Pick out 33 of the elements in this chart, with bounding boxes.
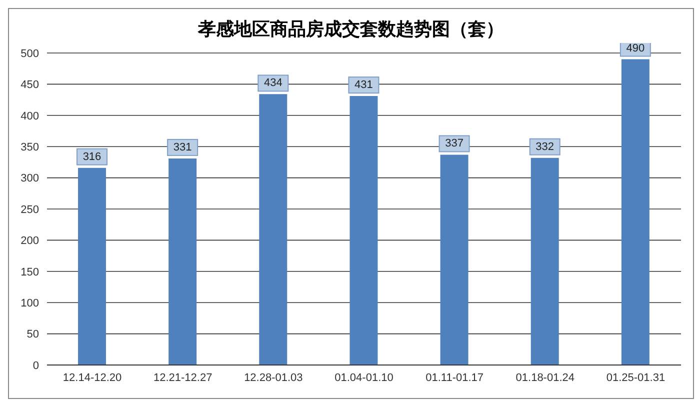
data-label: 434 bbox=[264, 77, 282, 90]
bar bbox=[621, 59, 650, 365]
y-tick-label: 500 bbox=[20, 48, 39, 60]
x-tick-label: 01.25-01.31 bbox=[606, 372, 666, 384]
y-tick-label: 0 bbox=[32, 360, 39, 372]
data-label: 431 bbox=[354, 79, 373, 92]
y-tick-label: 250 bbox=[20, 204, 39, 216]
y-tick-label: 400 bbox=[20, 110, 39, 122]
bar bbox=[168, 158, 197, 365]
y-tick-label: 300 bbox=[20, 172, 39, 185]
x-tick-label: 12.14-12.20 bbox=[62, 372, 122, 384]
x-tick-label: 01.11-01.17 bbox=[426, 372, 484, 384]
x-tick-label: 12.21-12.27 bbox=[154, 372, 212, 384]
y-tick-label: 50 bbox=[26, 328, 39, 341]
y-tick-label: 100 bbox=[20, 298, 39, 310]
data-label: 332 bbox=[536, 140, 554, 153]
y-tick-label: 200 bbox=[20, 235, 39, 248]
bar bbox=[530, 158, 559, 365]
y-tick-label: 450 bbox=[20, 79, 39, 92]
bar bbox=[350, 96, 378, 365]
chart-title: 孝感地区商品房成交套数趋势图（套） bbox=[196, 18, 505, 41]
x-tick-label: 12.28-01.03 bbox=[244, 372, 303, 384]
bar bbox=[259, 94, 288, 365]
bar bbox=[440, 154, 468, 365]
data-label: 337 bbox=[445, 138, 464, 150]
data-label: 331 bbox=[173, 141, 192, 154]
x-tick-label: 01.04-01.10 bbox=[334, 372, 394, 384]
x-tick-label: 01.18-01.24 bbox=[516, 372, 574, 384]
y-tick-label: 150 bbox=[20, 266, 39, 278]
data-label: 490 bbox=[626, 42, 645, 54]
data-label: 316 bbox=[82, 150, 102, 163]
bar bbox=[78, 168, 106, 365]
y-tick-label: 350 bbox=[20, 142, 39, 154]
